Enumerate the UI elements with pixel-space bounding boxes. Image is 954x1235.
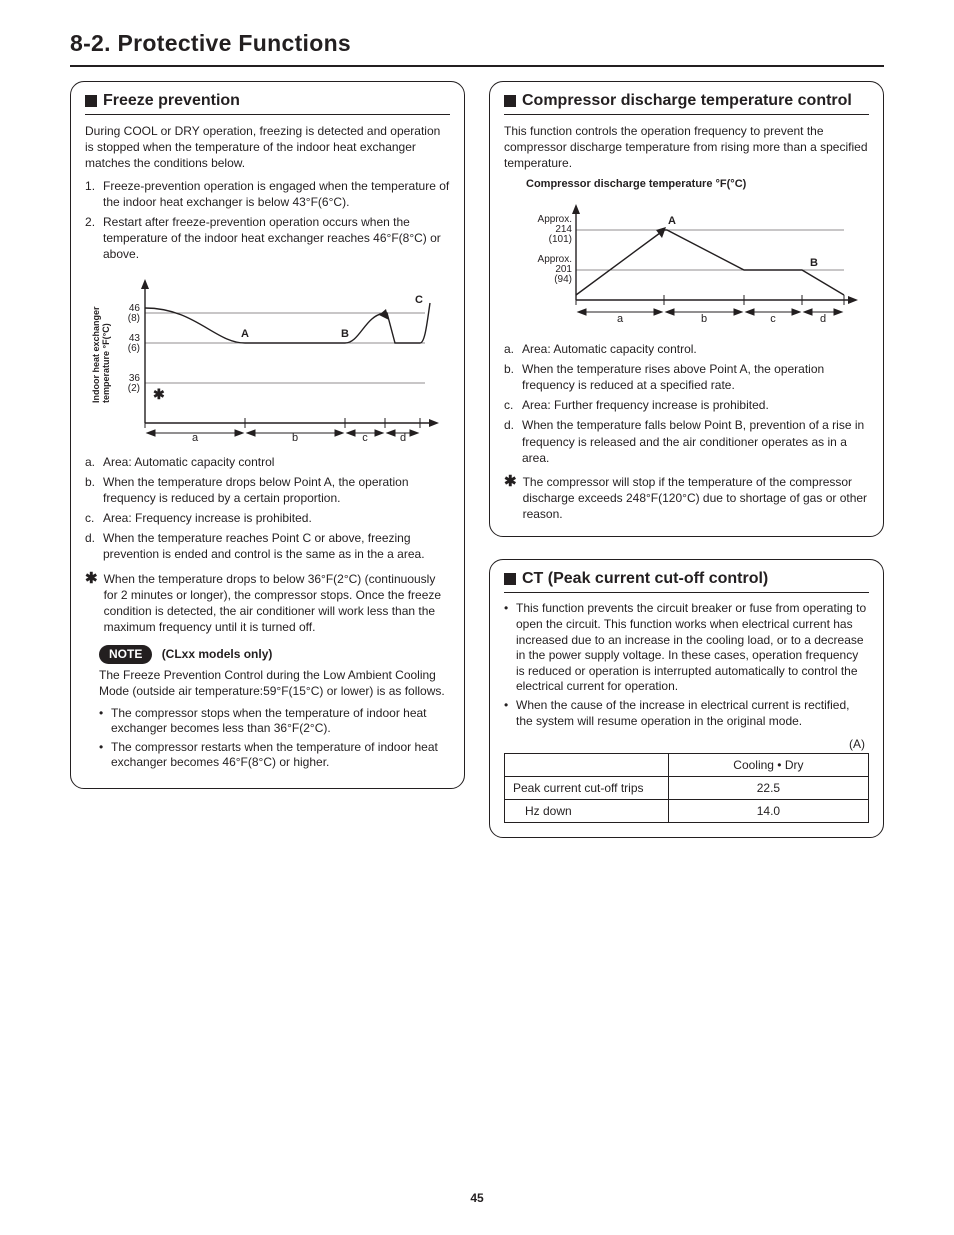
svg-text:c: c xyxy=(770,313,776,325)
ct-header-row: Cooling • Dry xyxy=(505,754,869,777)
ct-unit: (A) xyxy=(504,737,869,751)
freeze-title-text: Freeze prevention xyxy=(103,92,240,110)
freeze-b: When the temperature drops below Point A… xyxy=(85,474,450,506)
svg-text:B: B xyxy=(341,328,349,340)
svg-text:Approx.214(101): Approx.214(101) xyxy=(538,214,573,245)
svg-text:c: c xyxy=(362,432,368,443)
left-column: Freeze prevention During COOL or DRY ope… xyxy=(70,81,465,838)
svg-text:✱: ✱ xyxy=(153,386,165,402)
svg-text:a: a xyxy=(617,313,624,325)
freeze-title: Freeze prevention xyxy=(85,92,450,115)
freeze-item-2: Restart after freeze-prevention operatio… xyxy=(85,214,450,263)
asterisk-icon: ✱ xyxy=(85,571,98,636)
freeze-note-body: The Freeze Prevention Control during the… xyxy=(99,668,450,699)
comp-c: Area: Further frequency increase is proh… xyxy=(504,397,869,413)
freeze-c: Area: Frequency increase is prohibited. xyxy=(85,510,450,526)
comp-title-text: Compressor discharge temperature control xyxy=(522,92,852,110)
ct-row2-label: Hz down xyxy=(505,800,669,823)
freeze-star-note: ✱ When the temperature drops to below 36… xyxy=(85,571,450,636)
freeze-intro: During COOL or DRY operation, freezing i… xyxy=(85,123,450,172)
freeze-numbered-list: Freeze-prevention operation is engaged w… xyxy=(85,178,450,263)
svg-text:A: A xyxy=(668,215,676,227)
freeze-star-text: When the temperature drops to below 36°F… xyxy=(104,571,450,636)
ct-row1-val: 22.5 xyxy=(668,777,868,800)
freeze-d: When the temperature reaches Point C or … xyxy=(85,530,450,562)
svg-text:A: A xyxy=(241,328,249,340)
freeze-note-block: The Freeze Prevention Control during the… xyxy=(99,668,450,699)
comp-lettered: Area: Automatic capacity control. When t… xyxy=(504,341,869,466)
page-heading: 8-2. Protective Functions xyxy=(70,30,884,67)
freeze-a: Area: Automatic capacity control xyxy=(85,454,450,470)
comp-star-note: ✱ The compressor will stop if the temper… xyxy=(504,474,869,523)
ct-bullet-2: When the cause of the increase in electr… xyxy=(504,698,869,729)
comp-panel: Compressor discharge temperature control… xyxy=(489,81,884,537)
svg-text:C: C xyxy=(415,294,423,306)
ct-col-mode: Cooling • Dry xyxy=(668,754,868,777)
comp-a: Area: Automatic capacity control. xyxy=(504,341,869,357)
freeze-note-bullets: The compressor stops when the temperatur… xyxy=(99,706,450,771)
ct-row1-label: Peak current cut-off trips xyxy=(505,777,669,800)
freeze-note-bullet-2: The compressor restarts when the tempera… xyxy=(99,740,450,771)
ct-table: Cooling • Dry Peak current cut-off trips… xyxy=(504,753,869,823)
comp-d: When the temperature falls below Point B… xyxy=(504,417,869,466)
svg-text:Approx.201(94): Approx.201(94) xyxy=(538,254,573,285)
ct-title: CT (Peak current cut-off control) xyxy=(504,570,869,593)
svg-text:d: d xyxy=(820,313,826,325)
freeze-item-1: Freeze-prevention operation is engaged w… xyxy=(85,178,450,210)
svg-text:36(2): 36(2) xyxy=(128,373,141,394)
freeze-ylabel: Indoor heat exchanger temperature °F(°C) xyxy=(91,303,111,402)
asterisk-icon: ✱ xyxy=(504,474,517,523)
svg-text:43(6): 43(6) xyxy=(128,333,141,354)
ct-panel: CT (Peak current cut-off control) This f… xyxy=(489,559,884,838)
columns: Freeze prevention During COOL or DRY ope… xyxy=(70,81,884,838)
freeze-panel: Freeze prevention During COOL or DRY ope… xyxy=(70,81,465,789)
ct-title-text: CT (Peak current cut-off control) xyxy=(522,570,768,588)
freeze-lettered: Area: Automatic capacity control When th… xyxy=(85,454,450,563)
ct-row2-val: 14.0 xyxy=(668,800,868,823)
comp-intro: This function controls the operation fre… xyxy=(504,123,869,172)
ct-table-wrap: (A) Cooling • Dry Peak current cut-off t… xyxy=(504,737,869,823)
svg-text:B: B xyxy=(810,257,818,269)
right-column: Compressor discharge temperature control… xyxy=(489,81,884,838)
comp-title: Compressor discharge temperature control xyxy=(504,92,869,115)
ct-row-2: Hz down 14.0 xyxy=(505,800,869,823)
svg-text:b: b xyxy=(292,432,298,443)
freeze-note-bullet-1: The compressor stops when the temperatur… xyxy=(99,706,450,737)
note-badge: NOTE xyxy=(99,645,152,664)
svg-text:b: b xyxy=(701,313,707,325)
page-number: 45 xyxy=(0,1191,954,1205)
svg-text:46(8): 46(8) xyxy=(128,303,141,324)
comp-b: When the temperature rises above Point A… xyxy=(504,361,869,393)
ct-bullets: This function prevents the circuit break… xyxy=(504,601,869,729)
svg-text:a: a xyxy=(192,432,199,443)
freeze-chart: Indoor heat exchanger temperature °F(°C)… xyxy=(85,273,450,448)
ct-bullet-1: This function prevents the circuit break… xyxy=(504,601,869,695)
ct-row-1: Peak current cut-off trips 22.5 xyxy=(505,777,869,800)
freeze-note-line: NOTE (CLxx models only) xyxy=(99,645,450,664)
comp-star-text: The compressor will stop if the temperat… xyxy=(523,474,869,523)
svg-text:d: d xyxy=(400,432,406,443)
comp-chart: Approx.214(101) Approx.201(94) A B xyxy=(504,200,869,335)
comp-chart-title: Compressor discharge temperature °F(°C) xyxy=(526,178,869,190)
ct-col-blank xyxy=(505,754,669,777)
note-models: (CLxx models only) xyxy=(162,647,273,661)
